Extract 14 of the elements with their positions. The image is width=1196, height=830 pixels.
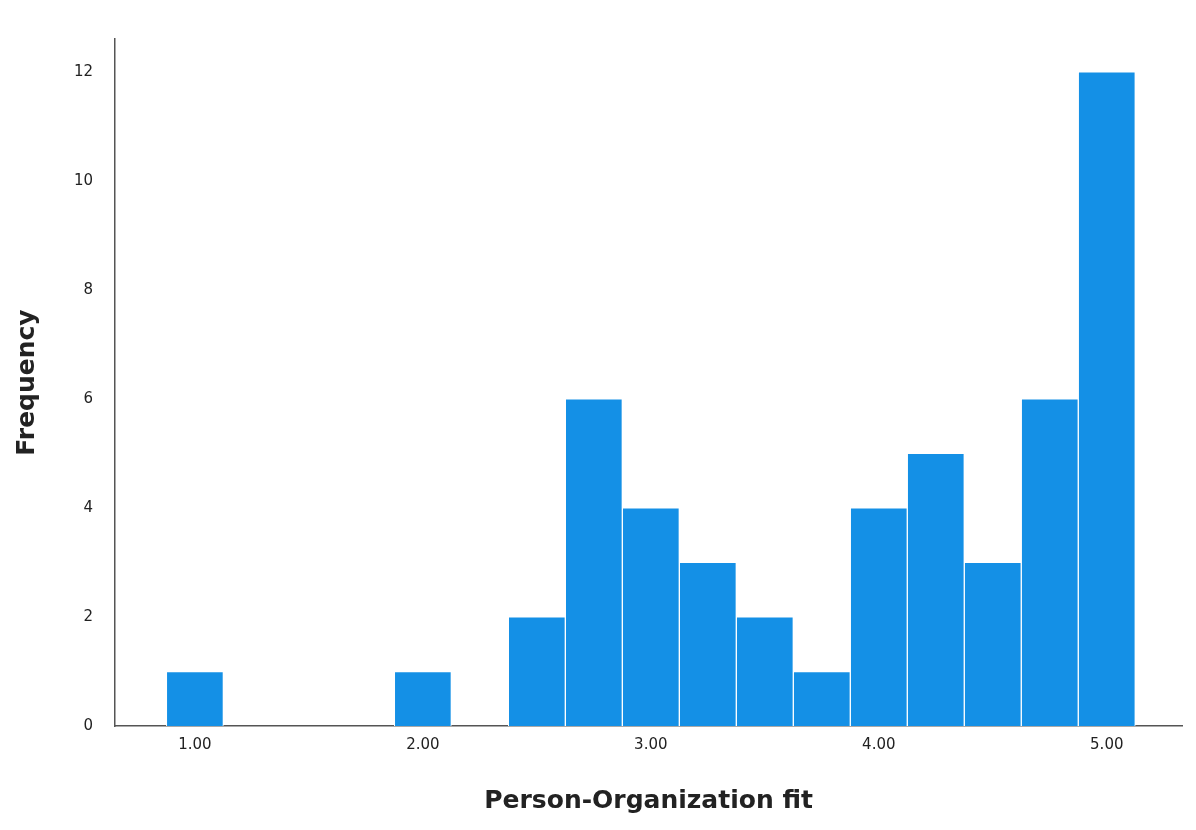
y-tick-label: 0 <box>83 715 94 734</box>
x-tick-label: 5.00 <box>1090 734 1124 753</box>
x-tick-label: 2.00 <box>406 734 440 753</box>
x-axis-title: Person-Organization fit <box>484 784 813 814</box>
x-tick-label: 1.00 <box>178 734 212 753</box>
x-tick-label: 4.00 <box>862 734 896 753</box>
y-axis-title: Frequency <box>10 309 40 456</box>
y-tick-label: 2 <box>83 606 94 625</box>
y-tick-label: 12 <box>73 61 94 80</box>
x-tick-label: 3.00 <box>634 734 668 753</box>
y-tick-label: 4 <box>83 497 94 516</box>
y-tick-label: 10 <box>73 170 94 189</box>
y-tick-label: 6 <box>83 388 94 407</box>
y-tick-label: 8 <box>83 279 94 298</box>
